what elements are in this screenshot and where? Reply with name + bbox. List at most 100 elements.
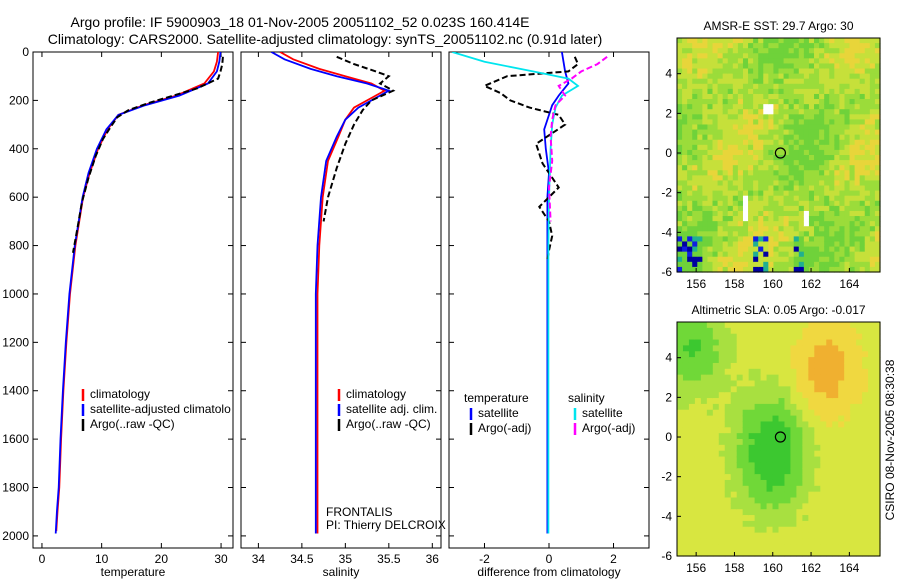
- heatmap-cell: [736, 327, 744, 335]
- heatmap-cell: [717, 246, 724, 253]
- heatmap-cell: [829, 241, 835, 248]
- heatmap-cell: [808, 48, 815, 54]
- heatmap-cell: [677, 544, 684, 551]
- heatmap-cell: [869, 175, 876, 182]
- heatmap-cell: [838, 491, 845, 499]
- heatmap-cell: [722, 226, 729, 232]
- heatmap-cell: [707, 134, 714, 141]
- heatmap-cell: [838, 322, 845, 329]
- heatmap-cell: [724, 398, 732, 405]
- heatmap-cell: [700, 515, 708, 522]
- heatmap-cell: [869, 246, 876, 253]
- heatmap-cell: [850, 345, 857, 352]
- heatmap-cell: [753, 256, 759, 263]
- heatmap-cell: [783, 226, 790, 232]
- heatmap-cell: [697, 134, 703, 141]
- heatmap-cell: [724, 333, 732, 341]
- heatmap-cell: [844, 474, 851, 481]
- heatmap-cell: [798, 119, 805, 126]
- heatmap-cell: [772, 368, 780, 376]
- heatmap-cell: [758, 261, 764, 268]
- heatmap-cell: [722, 124, 729, 131]
- heatmap-cell: [694, 503, 702, 510]
- heatmap-cell: [778, 104, 785, 110]
- heatmap-cell: [838, 532, 845, 540]
- heatmap-cell: [790, 409, 798, 417]
- heatmap-cell: [677, 246, 683, 253]
- heatmap-cell: [758, 144, 764, 151]
- heatmap-cell: [707, 210, 714, 217]
- heatmap-cell: [864, 185, 871, 192]
- heatmap-cell: [820, 362, 827, 370]
- heatmap-cell: [778, 409, 786, 417]
- heatmap-cell: [682, 190, 688, 197]
- heatmap-cell: [718, 462, 726, 469]
- heatmap-cell: [748, 129, 754, 136]
- heatmap-cell: [814, 144, 820, 151]
- heatmap-cell: [706, 327, 714, 335]
- heatmap-cell: [730, 532, 738, 540]
- heatmap-cell: [742, 165, 749, 171]
- heatmap-cell: [803, 200, 810, 207]
- heatmap-cell: [712, 439, 720, 446]
- heatmap-cell: [758, 43, 764, 49]
- heatmap-cell: [839, 38, 846, 44]
- heatmap-cell: [793, 93, 800, 100]
- heatmap-cell: [850, 374, 857, 382]
- heatmap-cell: [849, 99, 856, 105]
- heatmap-cell: [850, 520, 857, 528]
- heatmap-cell: [819, 114, 825, 120]
- heatmap-cell: [838, 398, 845, 405]
- heatmap-cell: [748, 256, 754, 263]
- heatmap-cell: [754, 380, 762, 387]
- heatmap-cell: [874, 433, 881, 440]
- heatmap-cell: [826, 468, 833, 475]
- heatmap-cell: [702, 185, 709, 192]
- heatmap-cell: [784, 374, 792, 382]
- heatmap-cell: [798, 58, 805, 65]
- heatmap-cell: [796, 532, 803, 540]
- heatmap-cell: [727, 99, 734, 105]
- heatmap-cell: [712, 544, 720, 551]
- heatmap-cell: [737, 144, 744, 151]
- heatmap-cell: [874, 351, 881, 358]
- heatmap-cell: [798, 155, 805, 161]
- heatmap-cell: [697, 149, 703, 156]
- heatmap-cell: [869, 104, 876, 110]
- heatmap-cell: [824, 175, 830, 182]
- heatmap-cell: [854, 119, 861, 126]
- heatmap-cell: [874, 345, 881, 352]
- heatmap-cell: [796, 421, 803, 428]
- heatmap-cell: [814, 444, 821, 452]
- heatmap-cell: [677, 175, 683, 182]
- heatmap-cell: [844, 165, 851, 171]
- heatmap-cell: [859, 119, 866, 126]
- heatmap-cell: [869, 256, 876, 263]
- heatmap-cell: [838, 362, 845, 370]
- heatmap-cell: [732, 99, 739, 105]
- heatmap-cell: [772, 485, 780, 493]
- heatmap-cell: [706, 520, 714, 528]
- heatmap-cell: [862, 515, 869, 522]
- heatmap-cell: [784, 515, 792, 522]
- legend-entry: climatology: [346, 387, 406, 401]
- heatmap-cell: [844, 380, 851, 387]
- heatmap-cell: [826, 403, 833, 411]
- heatmap-cell: [798, 210, 805, 217]
- heatmap-cell: [717, 241, 724, 248]
- heatmap-cell: [796, 509, 803, 516]
- heatmap-cell: [869, 83, 876, 90]
- heatmap-cell: [722, 149, 729, 156]
- heatmap-cell: [727, 124, 734, 131]
- heatmap-cell: [839, 43, 846, 49]
- heatmap-cell: [808, 221, 815, 227]
- heatmap-cell: [874, 415, 881, 423]
- heatmap-cell: [754, 398, 762, 405]
- heatmap-cell: [826, 333, 833, 341]
- heatmap-cell: [826, 339, 833, 346]
- heatmap-cell: [687, 266, 693, 273]
- heatmap-cell: [760, 474, 768, 481]
- heatmap-cell: [742, 68, 749, 75]
- heatmap-cell: [824, 139, 830, 146]
- heatmap-cell: [832, 491, 839, 499]
